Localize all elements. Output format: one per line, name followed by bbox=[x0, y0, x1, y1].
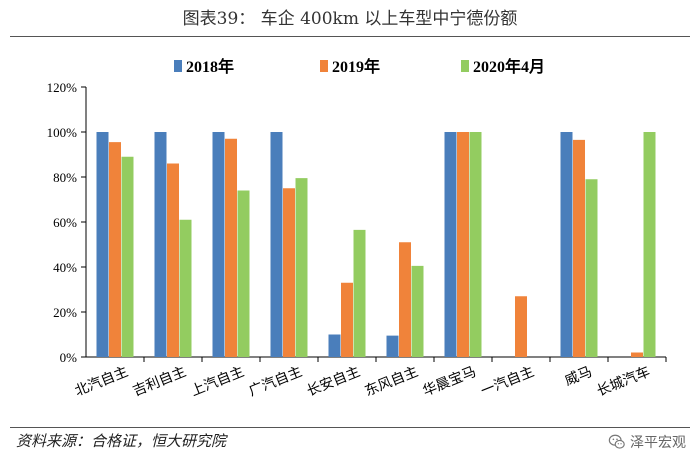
bar-2019年 bbox=[109, 142, 121, 357]
watermark-text: 泽平宏观 bbox=[630, 435, 686, 451]
bar-2019年 bbox=[167, 163, 179, 357]
bar-2019年 bbox=[341, 282, 353, 357]
category-label: 广汽自主 bbox=[247, 364, 305, 400]
category-label: 长安自主 bbox=[305, 364, 363, 400]
category-label: 华晨宝马 bbox=[421, 364, 479, 400]
category-label: 威马 bbox=[563, 364, 595, 389]
bar-2020年4月 bbox=[411, 265, 424, 357]
bar-2020年4月 bbox=[353, 229, 366, 357]
legend-label: 2018年 bbox=[186, 57, 234, 76]
bar-2018年 bbox=[386, 335, 399, 357]
legend-swatch bbox=[320, 60, 328, 72]
bar-2019年 bbox=[573, 139, 585, 357]
bar-2020年4月 bbox=[585, 179, 598, 357]
legend-swatch bbox=[461, 60, 469, 72]
bar-2018年 bbox=[444, 132, 457, 357]
y-tick-label: 0% bbox=[60, 350, 78, 365]
y-tick-label: 120% bbox=[47, 80, 78, 95]
bar-2019年 bbox=[225, 138, 237, 357]
category-label: 吉利自主 bbox=[131, 364, 189, 400]
y-tick-label: 60% bbox=[53, 215, 77, 230]
footer-divider bbox=[10, 427, 690, 428]
bar-2018年 bbox=[560, 132, 573, 357]
y-tick-label: 40% bbox=[53, 260, 77, 275]
bar-2018年 bbox=[96, 132, 109, 357]
bar-2020年4月 bbox=[469, 132, 482, 357]
y-tick-label: 80% bbox=[53, 170, 77, 185]
chart-title: 图表39： 车企 400km 以上车型中宁德份额 bbox=[182, 9, 518, 29]
bar-2018年 bbox=[154, 132, 167, 357]
bar-2020年4月 bbox=[295, 178, 308, 357]
category-label: 一汽自主 bbox=[479, 364, 537, 400]
watermark: 泽平宏观 bbox=[608, 432, 686, 452]
bars bbox=[96, 132, 656, 357]
category-label: 北汽自主 bbox=[73, 364, 131, 400]
bar-2019年 bbox=[515, 296, 527, 357]
bar-2019年 bbox=[283, 188, 295, 357]
bar-2019年 bbox=[631, 352, 643, 357]
category-label: 长城汽车 bbox=[594, 363, 652, 400]
bar-2019年 bbox=[399, 242, 411, 357]
legend: 2018年 2019年 2020年4月 bbox=[174, 57, 545, 76]
wechat-icon bbox=[608, 434, 625, 449]
category-label: 上汽自主 bbox=[189, 364, 247, 400]
source-note: 资料来源：合格证，恒大研究院 bbox=[16, 432, 227, 450]
legend-label: 2019年 bbox=[332, 57, 380, 76]
bar-2018年 bbox=[270, 132, 283, 357]
bar-2019年 bbox=[457, 132, 469, 357]
bar-2020年4月 bbox=[179, 219, 192, 357]
bar-2020年4月 bbox=[121, 156, 134, 357]
bar-2020年4月 bbox=[237, 190, 250, 357]
legend-swatch bbox=[174, 60, 182, 72]
y-tick-label: 20% bbox=[53, 305, 77, 320]
bar-2018年 bbox=[328, 334, 341, 357]
bar-2018年 bbox=[212, 132, 225, 357]
category-label: 东风自主 bbox=[363, 364, 421, 400]
legend-label: 2020年4月 bbox=[473, 57, 545, 76]
bar-2020年4月 bbox=[643, 132, 656, 357]
bar-chart: 0% 20% 40% 60% 80% 100% 120% 北汽自主 吉利自主 上汽自主 广汽自主 长安… bbox=[47, 57, 667, 400]
y-tick-label: 100% bbox=[47, 125, 78, 140]
title-divider bbox=[10, 36, 690, 37]
